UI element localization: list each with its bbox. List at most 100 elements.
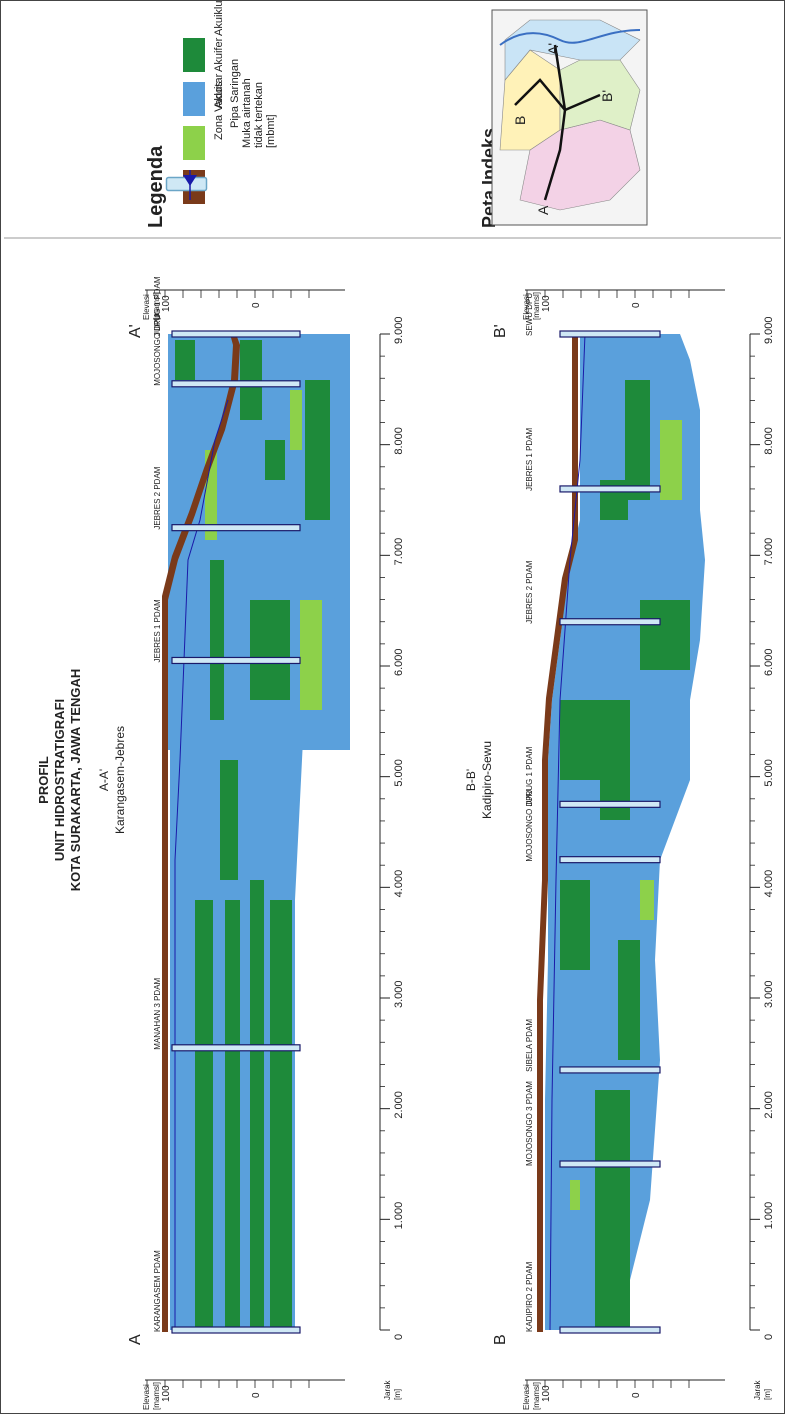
section-a-distance-tick-label: 7.000	[393, 538, 405, 566]
title-line2: UNIT HIDROSTRATIGRAFI	[52, 699, 67, 861]
section-b-distance-tick-label: 9.000	[763, 316, 775, 344]
section-b-bottom-elevation-tick-label: 0	[631, 1392, 642, 1398]
section-b-well-label: JURUG 1 PDAM	[525, 746, 534, 806]
section-a-well-pipe	[171, 1044, 301, 1052]
section-a-well: MANAHAN 3 PDAM	[153, 977, 301, 1052]
section-b-well: KADIPIRO 2 PDAM	[525, 1261, 661, 1334]
section-b-well: JEBRES 2 PDAM	[525, 560, 661, 626]
section-a-code: A-A'	[97, 769, 111, 791]
section-b-well: JEBRES 1 PDAM	[525, 427, 661, 493]
index-map-river	[499, 29, 641, 46]
index-map-point-b-prime: B'	[599, 90, 615, 102]
index-map: Peta Indeks A A' B B'	[479, 9, 648, 228]
legend-label-akuifer: Akuifer	[213, 37, 225, 72]
section-b-start-label: B	[492, 1334, 509, 1345]
section-b-distance-tick-label: 6.000	[763, 648, 775, 676]
legend-label-akuiklud: Akuiklud	[213, 0, 225, 36]
section-a-bottom-elevation-tick-label: 0	[251, 1392, 262, 1398]
index-map-point-a: A	[535, 205, 551, 215]
section-a-wells: KARANGASEM PDAM MANAHAN 3 PDAM JEBRES 1 PD…	[153, 276, 301, 1334]
section-b-code: B-B'	[464, 769, 478, 791]
section-b-akuitar-lenses	[570, 420, 682, 1210]
section-b-wells: KADIPIRO 2 PDAM MOJOSONGO 3 PDAM SIBELA PD…	[525, 293, 661, 1334]
section-b-well-label: SIBELA PDAM	[525, 1019, 534, 1072]
section-b-bottom-elevation-unit: [mamsl]	[532, 1382, 541, 1410]
section-b-well: MOJOSONGO DPU	[525, 789, 661, 864]
section-b-distance-tick-label: 0	[763, 1334, 775, 1340]
section-b-well-pipe	[559, 800, 661, 808]
index-map-point-a-prime: A'	[545, 43, 561, 55]
section-b-distance-tick-label: 3.000	[763, 980, 775, 1008]
section-b-well-pipe	[559, 1326, 661, 1334]
water-table-triangle-icon	[183, 175, 197, 186]
section-a-well-label: KARANGASEM PDAM	[153, 1250, 162, 1332]
section-b-well-pipe	[559, 856, 661, 864]
section-a-distance-unit: [m]	[393, 1389, 402, 1400]
section-a-start-label: A	[127, 1334, 144, 1345]
section-b-name: Kadipiro-Sewu	[480, 741, 494, 819]
section-b-top-elevation-tick-label: 0	[631, 302, 642, 308]
section-a-well-pipe	[171, 524, 301, 532]
section-a-bottom-elevation-unit: [mamsl]	[152, 1382, 161, 1410]
legend-swatch-akuiklud	[183, 38, 205, 72]
section-a-well-pipe	[171, 330, 301, 338]
legend-label-pipa-saringan: Pipa Saringan	[229, 59, 241, 128]
section-a-name: Karangasem-Jebres	[113, 726, 127, 834]
section-a-distance-tick-label: 9.000	[393, 316, 405, 344]
section-b-distance-tick-label: 8.000	[763, 427, 775, 455]
section-b-well-label: MOJOSONGO DPU	[525, 789, 534, 861]
section-b-well-pipe	[559, 1066, 661, 1074]
section-b-well-pipe	[559, 485, 661, 493]
title-block: PROFIL UNIT HIDROSTRATIGRAFI KOTA SURAKA…	[36, 669, 83, 891]
legend-swatch-akuifer	[183, 82, 205, 116]
legend-title: Legenda	[145, 145, 167, 228]
section-b-akuiklud-bands	[560, 380, 690, 1330]
section-a-bottom-elevation-tick-label: 100	[161, 1385, 172, 1402]
section-a-profile	[162, 334, 350, 1332]
section-b-top-elevation-tick-label: 100	[541, 295, 552, 312]
section-a-well-label: MANAHAN 3 PDAM	[153, 977, 162, 1049]
axes: 0 1.000 2.000 3.000 4.000 5.000 6.000 7.000 8.00…	[142, 289, 775, 1410]
section-a-well: KARANGASEM PDAM	[153, 1250, 301, 1334]
section-a-well: JURUG 1 PDAM	[153, 276, 301, 338]
section-b-bottom-elevation-label: Elevasi	[522, 1384, 531, 1410]
section-a-distance-tick-label: 2.000	[393, 1091, 405, 1119]
section-a-distance-tick-label: 0	[393, 1334, 405, 1340]
legend-water-line1: Muka airtanah	[241, 78, 253, 148]
section-a-well-label: JEBRES 1 PDAM	[153, 599, 162, 662]
section-a-distance-tick-label: 3.000	[393, 980, 405, 1008]
section-a-water-table	[174, 399, 229, 1330]
section-b-vados-zone	[537, 334, 578, 1332]
section-a-well-label: JEBRES 2 PDAM	[153, 466, 162, 529]
section-b-well-label: KADIPIRO 2 PDAM	[525, 1261, 534, 1332]
section-a-well-label: MOJOSONGO DPU	[153, 314, 162, 386]
section-a-top-elevation-tick-label: 0	[251, 302, 262, 308]
section-b-well-label: JEBRES 2 PDAM	[525, 560, 534, 623]
section-b-well-label: MOJOSONGO 3 PDAM	[525, 1081, 534, 1166]
section-b-well: MOJOSONGO 3 PDAM	[525, 1081, 661, 1168]
section-b-well-label: SEWU DPU	[525, 293, 534, 336]
index-map-point-b: B	[512, 116, 528, 125]
section-b-profile	[537, 333, 705, 1332]
section-b-well-pipe	[559, 618, 661, 626]
section-b-well-pipe	[559, 1160, 661, 1168]
section-b-distance-tick-label: 5.000	[763, 759, 775, 787]
legend-water-line3: [mbmt]	[265, 114, 277, 148]
section-a-bottom-elevation-label: Elevasi	[142, 1384, 151, 1410]
section-a-well: MOJOSONGO DPU	[153, 314, 301, 388]
section-a-distance-tick-label: 5.000	[393, 759, 405, 787]
section-a-top-elevation-unit: [mamsl]	[152, 292, 161, 320]
legend-swatch-akuitar	[183, 126, 205, 160]
section-b-bottom-elevation-tick-label: 100	[541, 1385, 552, 1402]
legend-label-zona-vados: Zona Vados	[213, 81, 225, 140]
section-a-well-pipe	[171, 1326, 301, 1334]
section-a-top-elevation-tick-label: 100	[161, 295, 172, 312]
legend: Legenda Zona Vados Akuitar Akuifer Akuik…	[145, 0, 277, 228]
section-a-distance-tick-label: 1.000	[393, 1202, 405, 1230]
section-b-well: SEWU DPU	[525, 293, 661, 338]
section-b-distance-unit: [m]	[763, 1389, 772, 1400]
section-a-header: A-A' Karangasem-Jebres	[97, 726, 127, 834]
section-b-distance-tick-label: 1.000	[763, 1202, 775, 1230]
section-b-distance-label: Jarak	[753, 1379, 762, 1400]
section-a-well: JEBRES 1 PDAM	[153, 599, 301, 665]
